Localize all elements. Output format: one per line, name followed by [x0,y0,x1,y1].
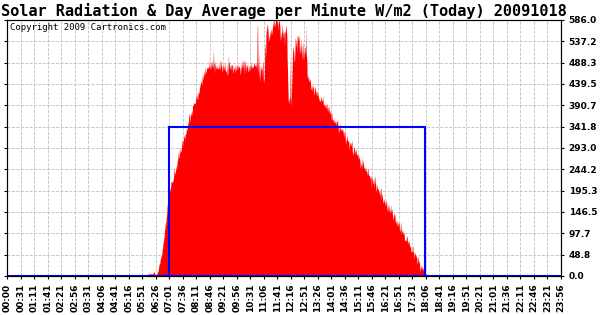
Title: Solar Radiation & Day Average per Minute W/m2 (Today) 20091018: Solar Radiation & Day Average per Minute… [1,3,567,19]
Bar [169,127,425,276]
Text: Copyright 2009 Cartronics.com: Copyright 2009 Cartronics.com [10,22,166,32]
